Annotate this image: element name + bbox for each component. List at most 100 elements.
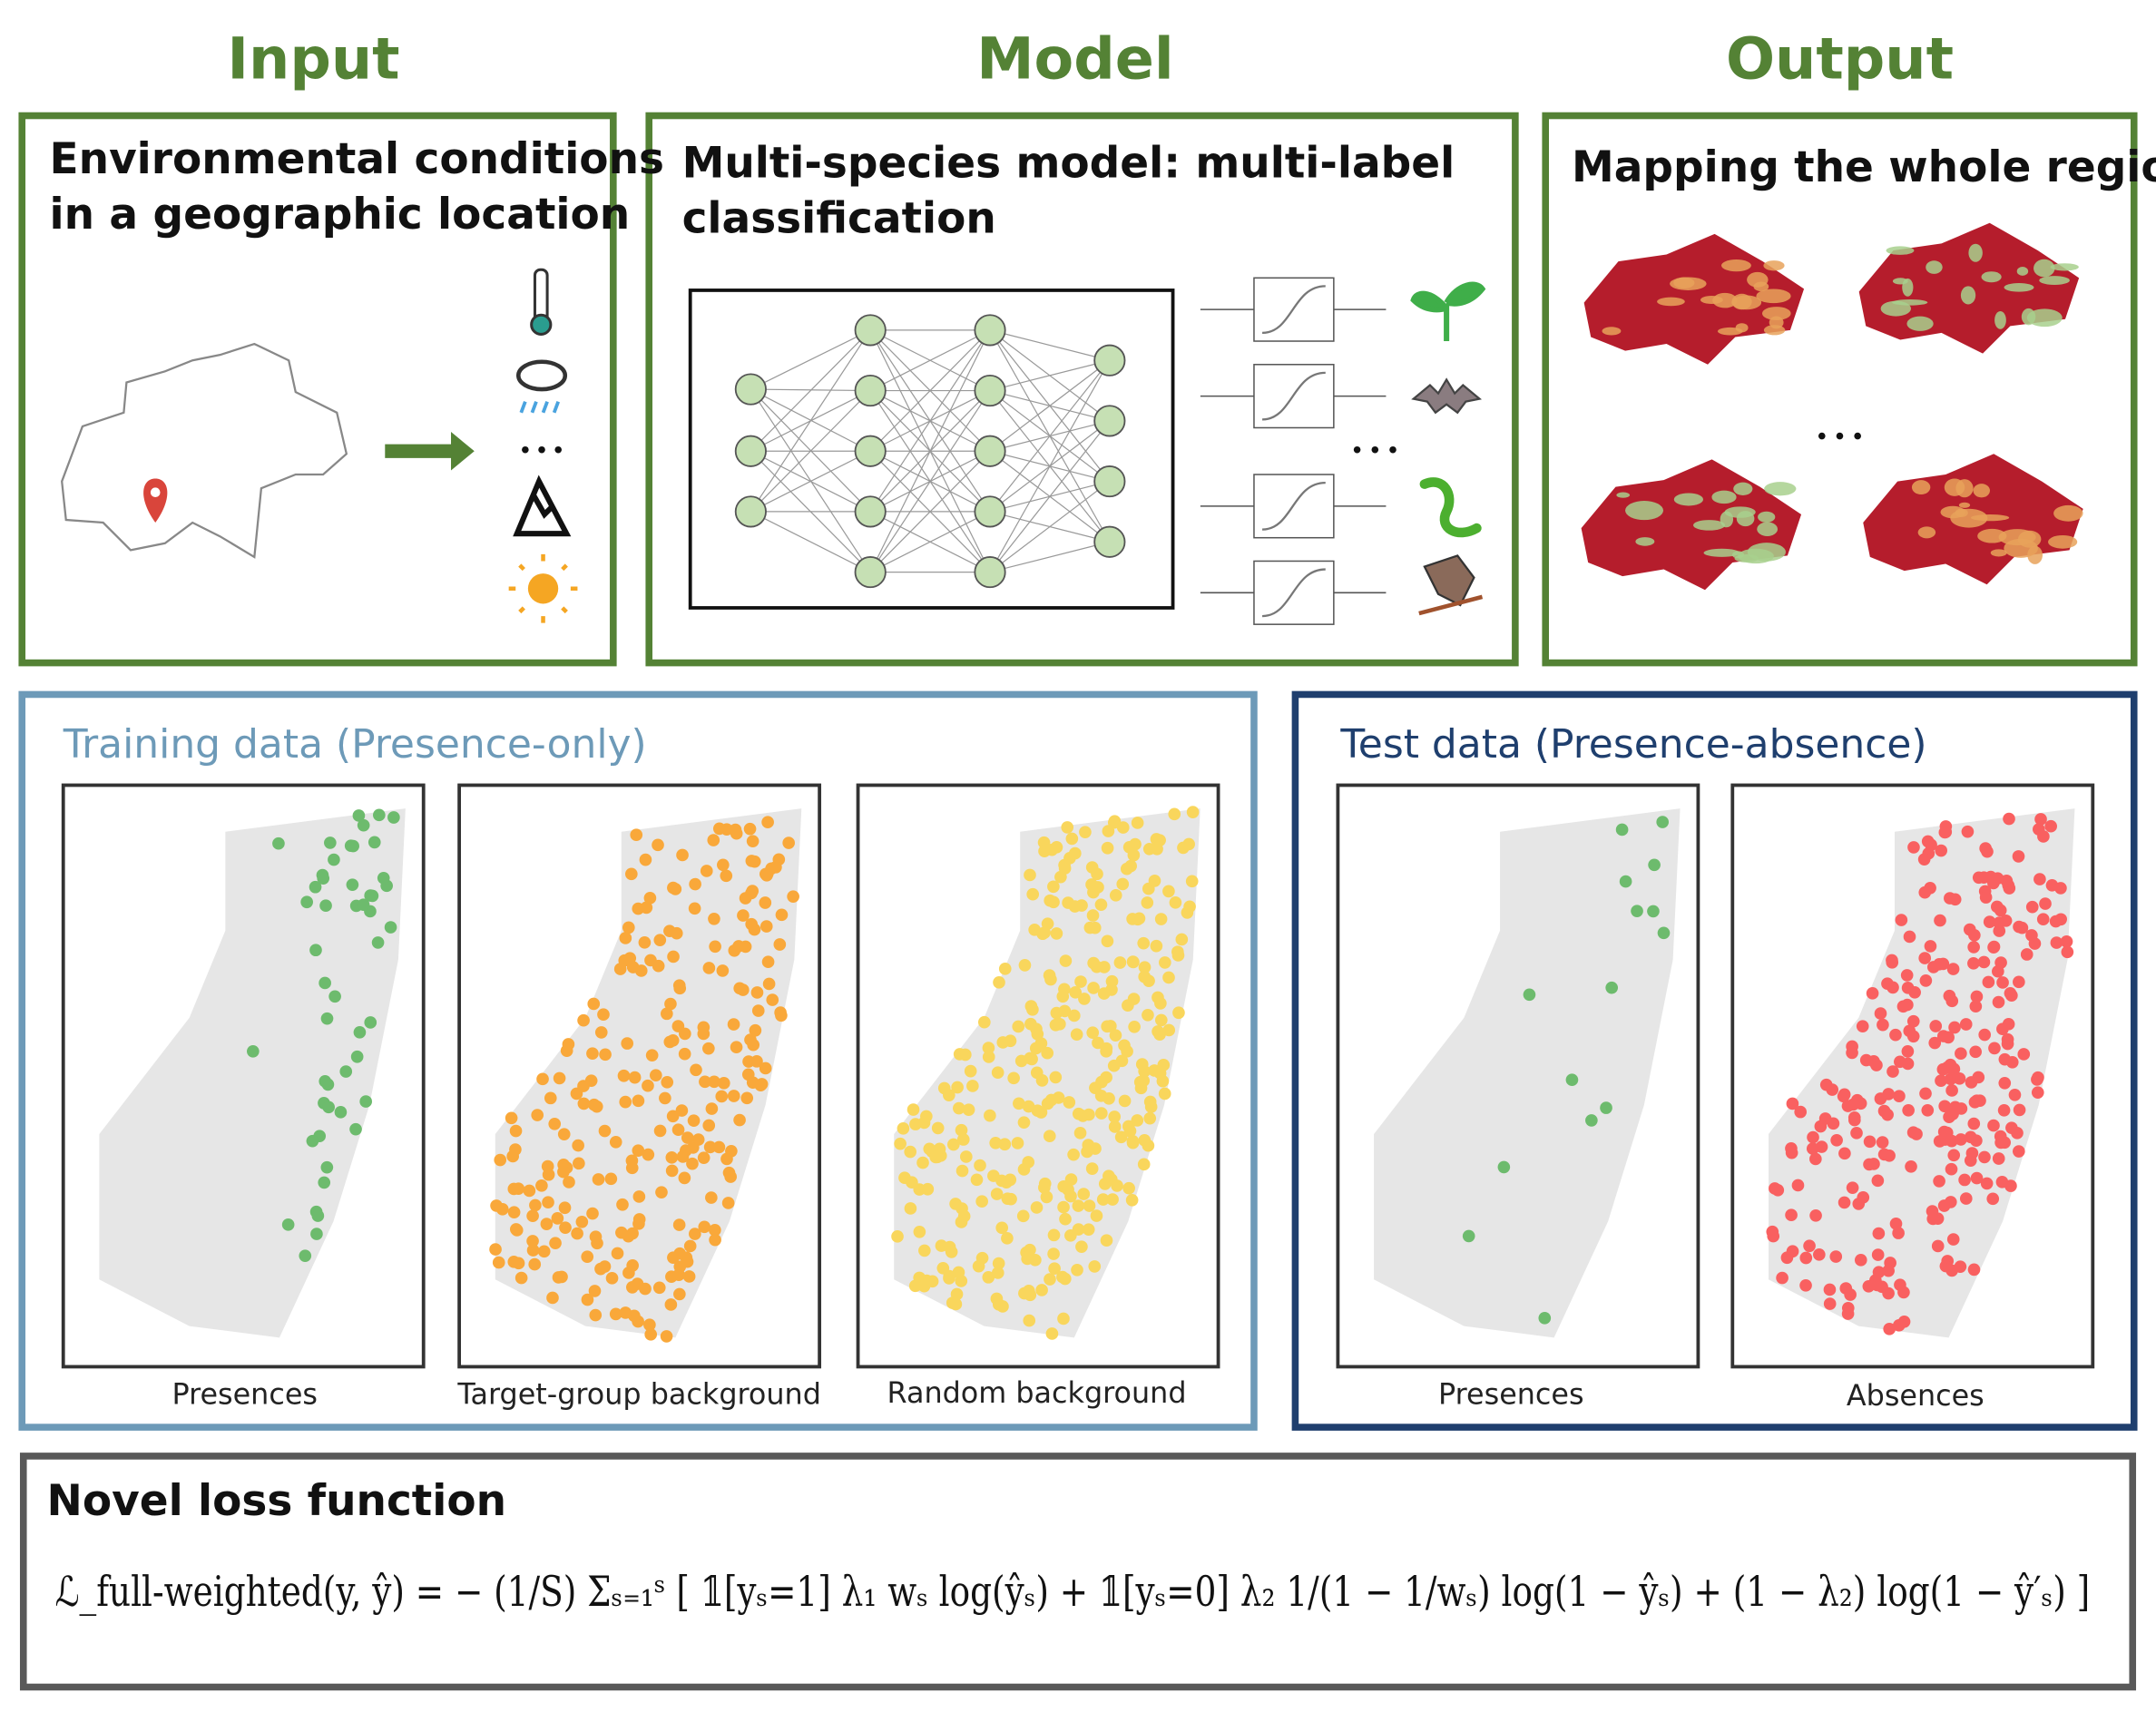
point [598, 1124, 612, 1138]
point [676, 848, 689, 862]
point [1870, 1059, 1883, 1071]
point [1978, 1150, 1991, 1164]
point [2036, 913, 2050, 926]
edge [869, 329, 991, 392]
point [1127, 955, 1140, 969]
node [854, 495, 887, 528]
point [1657, 926, 1671, 940]
point [1823, 1297, 1837, 1310]
point [975, 1195, 988, 1208]
point [709, 1233, 721, 1247]
point [745, 886, 758, 900]
point [1022, 1100, 1035, 1113]
point [1970, 1171, 1984, 1185]
point [2012, 850, 2025, 863]
point [686, 1157, 699, 1170]
point [599, 1048, 612, 1061]
point [1903, 930, 1916, 944]
input-title: in a geographic location [50, 190, 631, 240]
arrow [385, 432, 475, 471]
point [306, 1134, 319, 1148]
point [1044, 973, 1057, 986]
point [1105, 974, 1119, 988]
input-box [18, 112, 617, 667]
point [507, 1182, 521, 1196]
point [495, 1203, 509, 1216]
map-patch [1712, 292, 1738, 308]
point [1029, 1042, 1043, 1055]
point [368, 836, 381, 849]
point [743, 822, 757, 836]
node [1093, 465, 1126, 498]
point [1991, 900, 2004, 914]
point [1983, 915, 1996, 928]
point [364, 1016, 377, 1029]
point [996, 1036, 1010, 1049]
point [1585, 1114, 1598, 1127]
point [1919, 1087, 1932, 1101]
point [1944, 892, 1956, 905]
point [1850, 1093, 1864, 1107]
point [609, 1135, 622, 1149]
point [1000, 1176, 1013, 1189]
point [1806, 1142, 1819, 1155]
edge [989, 541, 1111, 573]
point [317, 872, 330, 885]
thermometer [530, 313, 553, 336]
point [708, 912, 720, 925]
point [665, 1164, 679, 1178]
map-patch [1960, 286, 1976, 305]
point [319, 899, 332, 913]
point [632, 1144, 645, 1157]
point [1799, 1251, 1813, 1265]
point [1059, 954, 1073, 967]
point [1041, 1046, 1054, 1060]
point [2054, 913, 2067, 926]
point [1122, 999, 1134, 1013]
point [1088, 1260, 1102, 1273]
country-outline [61, 342, 348, 559]
loss-formula: ℒ_full-weighted(y, ŷ) = − (1/S) Σₛ₌₁ˢ [ … [55, 1568, 2091, 1616]
point [1967, 1117, 1981, 1130]
point [909, 1118, 922, 1130]
point [347, 839, 359, 853]
point [1186, 806, 1200, 818]
point [1162, 971, 1175, 984]
dot [538, 445, 545, 454]
point [1992, 1152, 2005, 1165]
map-patch [1892, 299, 1928, 306]
point [727, 1090, 740, 1102]
point [2034, 873, 2046, 885]
point [673, 1247, 686, 1260]
point [1953, 1072, 1966, 1085]
point [384, 921, 397, 934]
point [1928, 1036, 1942, 1050]
point [721, 1197, 735, 1209]
point [588, 1285, 602, 1297]
point [1123, 1124, 1137, 1138]
point [324, 836, 337, 849]
node [1093, 525, 1126, 558]
point [1992, 964, 2004, 978]
map-patch [1673, 277, 1695, 289]
point [2054, 882, 2067, 895]
point [1154, 997, 1167, 1010]
rain [519, 401, 560, 414]
point [1896, 1000, 1910, 1013]
sigmoid-curve [1262, 568, 1326, 618]
node [854, 435, 887, 467]
point [1162, 885, 1175, 898]
point [1018, 959, 1032, 972]
point [762, 977, 776, 991]
point [1050, 927, 1063, 940]
point [1087, 885, 1100, 899]
point [1771, 1184, 1785, 1197]
map-patch [1926, 260, 1943, 274]
point [1034, 1106, 1048, 1119]
point [671, 1020, 685, 1032]
point [751, 1004, 765, 1017]
edge [869, 511, 991, 573]
point [1965, 1147, 1979, 1159]
edge [989, 329, 1111, 361]
point [1118, 1039, 1131, 1052]
